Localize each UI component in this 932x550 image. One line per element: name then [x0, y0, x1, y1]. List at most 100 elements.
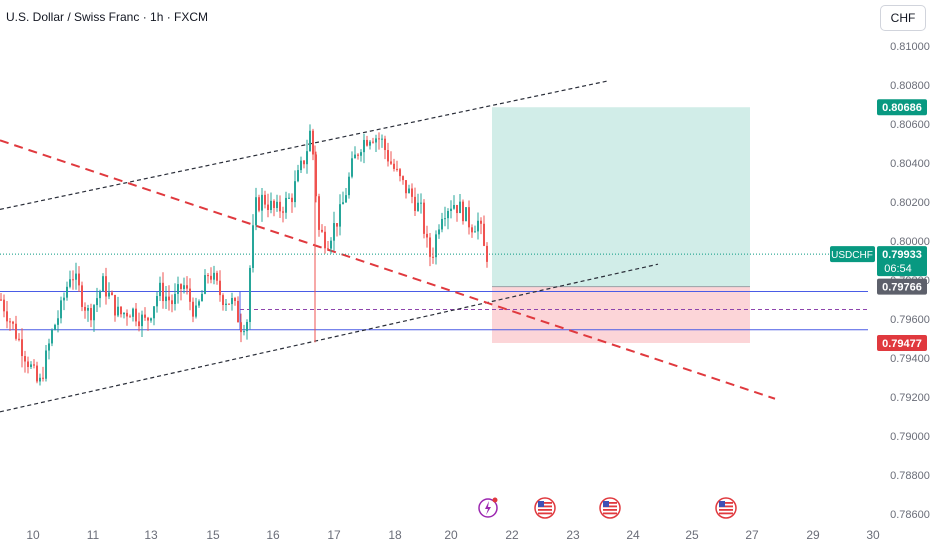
- y-tick-label: 0.80200: [890, 197, 930, 209]
- candle-body: [258, 197, 260, 211]
- candle-body: [282, 211, 284, 213]
- event-lightning-icon[interactable]: [478, 497, 498, 518]
- y-tick-label: 0.80400: [890, 158, 930, 170]
- candle-body: [93, 305, 95, 321]
- candle-body: [129, 316, 131, 318]
- candle-body: [222, 295, 224, 305]
- candle-body: [201, 293, 203, 302]
- candle-body: [234, 298, 236, 301]
- candle-body: [192, 301, 194, 317]
- candle-body: [237, 300, 239, 323]
- candle-body: [159, 282, 161, 297]
- candle-body: [75, 273, 77, 280]
- x-tick-label: 30: [866, 528, 880, 542]
- candle-body: [456, 204, 458, 214]
- candle-body: [81, 285, 83, 307]
- candle-body: [444, 218, 446, 220]
- candle-body: [243, 331, 245, 333]
- candle-body: [99, 291, 101, 299]
- candle-body: [180, 284, 182, 289]
- candle-body: [18, 338, 20, 340]
- candle-body: [261, 194, 263, 211]
- chart-title: U.S. Dollar / Swiss Franc · 1h · FXCM: [6, 10, 209, 24]
- candle-body: [336, 223, 338, 227]
- candle-body: [39, 377, 41, 382]
- event-us-flag-icon[interactable]: [715, 497, 737, 519]
- candle-body: [225, 303, 227, 305]
- loss-zone: [492, 286, 750, 343]
- y-tick-label: 0.79000: [890, 431, 930, 443]
- candle-body: [369, 141, 371, 146]
- candle-body: [177, 284, 179, 294]
- candle-body: [372, 141, 374, 143]
- x-tick-label: 13: [144, 528, 158, 542]
- candle-body: [459, 201, 461, 214]
- x-tick-label: 29: [806, 528, 820, 542]
- candle-body: [216, 272, 218, 281]
- candle-body: [117, 306, 119, 316]
- candle-body: [357, 154, 359, 156]
- last-price-label: 0.79933: [882, 249, 922, 261]
- candle-body: [264, 194, 266, 205]
- candle-body: [0, 299, 2, 301]
- x-tick-label: 25: [685, 528, 699, 542]
- candle-body: [114, 295, 116, 316]
- candle-body: [195, 305, 197, 317]
- y-tick-label: 0.81000: [890, 41, 930, 53]
- candle-body: [255, 197, 257, 226]
- candle-body: [327, 248, 329, 250]
- x-tick-label: 24: [626, 528, 640, 542]
- candle-body: [3, 299, 5, 312]
- candle-body: [390, 161, 392, 164]
- candle-body: [363, 139, 365, 153]
- y-tick-label: 0.80600: [890, 119, 930, 131]
- candle-body: [423, 202, 425, 234]
- candle-body: [279, 201, 281, 212]
- event-us-flag-icon[interactable]: [534, 497, 556, 519]
- candle-body: [246, 322, 248, 332]
- candle-body: [270, 200, 272, 210]
- candle-body: [147, 317, 149, 321]
- x-tick-label: 20: [444, 528, 458, 542]
- candle-body: [171, 300, 173, 305]
- candle-body: [426, 233, 428, 238]
- candle-body: [168, 296, 170, 301]
- candle-body: [135, 308, 137, 322]
- candle-body: [204, 275, 206, 294]
- candle-body: [6, 311, 8, 322]
- candle-body: [393, 163, 395, 169]
- currency-button[interactable]: CHF: [880, 5, 926, 31]
- countdown-label: 06:54: [884, 263, 912, 275]
- candle-body: [291, 197, 293, 203]
- candle-body: [123, 312, 125, 315]
- candle-body: [315, 154, 317, 197]
- candle-body: [162, 282, 164, 302]
- y-tick-label: 0.80800: [890, 80, 930, 92]
- candle-body: [213, 272, 215, 280]
- x-tick-label: 17: [327, 528, 341, 542]
- candle-body: [105, 276, 107, 297]
- candle-body: [87, 307, 89, 311]
- x-tick-label: 27: [745, 528, 759, 542]
- event-us-flag-icon[interactable]: [599, 497, 621, 519]
- candle-body: [402, 176, 404, 181]
- candle-body: [141, 314, 143, 327]
- candle-body: [417, 202, 419, 211]
- candle-body: [267, 204, 269, 210]
- x-tick-label: 22: [505, 528, 519, 542]
- candle-body: [309, 130, 311, 152]
- candle-body: [342, 202, 344, 205]
- candle-body: [405, 180, 407, 194]
- candle-body: [408, 188, 410, 194]
- candle-body: [183, 285, 185, 289]
- candle-body: [27, 361, 29, 367]
- candle-body: [138, 321, 140, 327]
- stop-price-label-bg: [877, 334, 927, 351]
- candle-body: [51, 329, 53, 344]
- profit-zone: [492, 107, 750, 287]
- y-tick-label: 0.79600: [890, 314, 930, 326]
- candle-body: [33, 364, 35, 366]
- candle-body: [471, 227, 473, 233]
